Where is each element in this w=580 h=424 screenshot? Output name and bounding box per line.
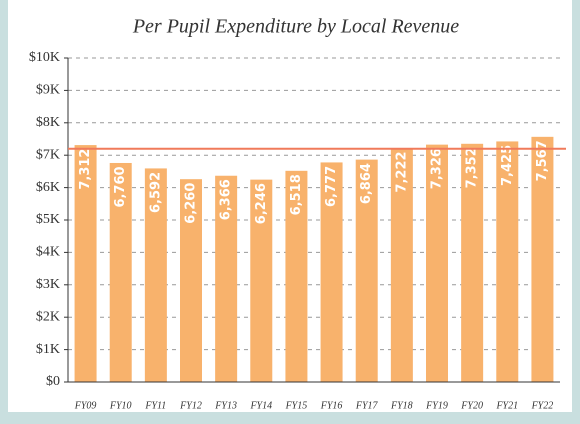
y-tick-label: $6K [36, 180, 60, 195]
bar [180, 179, 202, 382]
bar [320, 162, 343, 382]
bar [285, 170, 308, 382]
x-tick-label: FY19 [425, 400, 448, 411]
value-label: 6,777 [324, 166, 339, 207]
x-tick-label: FY15 [285, 400, 308, 411]
x-tick-label: FY22 [531, 400, 554, 411]
y-tick-label: $3K [36, 277, 60, 292]
value-label: 7,312 [78, 149, 93, 190]
bar [531, 136, 554, 382]
x-tick-label: FY11 [144, 400, 166, 411]
value-label: 7,567 [535, 140, 550, 181]
value-label: 7,352 [465, 147, 480, 188]
value-label: 7,425 [500, 145, 515, 186]
x-tick-label: FY18 [390, 400, 413, 411]
x-tick-label: FY13 [214, 400, 237, 411]
value-label: 7,326 [430, 148, 445, 189]
bar [390, 148, 413, 382]
value-label: 6,760 [113, 166, 128, 207]
y-tick-label: $10K [29, 50, 60, 65]
x-tick-label: FY21 [495, 400, 518, 411]
y-tick-label: $2K [36, 309, 60, 324]
value-label: 6,518 [289, 174, 304, 215]
value-label: 6,864 [359, 163, 374, 204]
value-label: 6,260 [184, 183, 199, 224]
x-tick-label: FY17 [355, 400, 379, 411]
value-label: 6,592 [148, 172, 163, 213]
chart-title: Per Pupil Expenditure by Local Revenue [132, 16, 459, 38]
value-label: 7,222 [394, 151, 409, 192]
bar [74, 145, 97, 382]
bar [496, 141, 519, 382]
value-label: 6,366 [219, 179, 234, 220]
bar [355, 159, 378, 382]
x-tick-label: FY10 [109, 400, 132, 411]
x-tick-label: FY14 [249, 400, 272, 411]
bar [426, 144, 448, 382]
y-tick-label: $9K [36, 83, 60, 98]
value-label: 6,246 [254, 183, 269, 224]
y-tick-label: $0 [46, 374, 60, 389]
bar [144, 168, 167, 382]
y-tick-label: $7K [36, 147, 60, 162]
y-tick-label: $1K [36, 342, 60, 357]
y-tick-label: $4K [36, 245, 60, 260]
x-tick-label: FY12 [179, 400, 202, 411]
bar [215, 175, 238, 382]
y-tick-label: $8K [36, 115, 60, 130]
x-tick-label: FY09 [74, 400, 97, 411]
y-tick-label: $5K [36, 212, 60, 227]
bar [109, 162, 132, 382]
x-tick-label: FY16 [320, 400, 343, 411]
bar [461, 143, 484, 382]
bar [250, 179, 273, 382]
x-tick-label: FY20 [460, 400, 483, 411]
